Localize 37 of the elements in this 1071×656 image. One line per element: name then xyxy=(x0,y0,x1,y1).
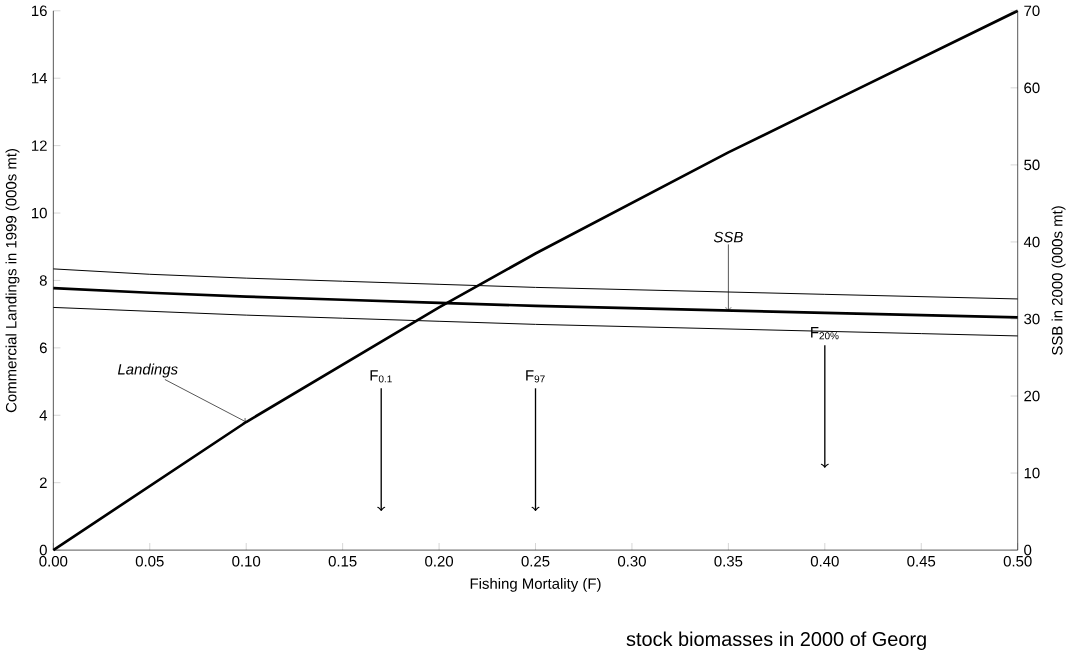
x-tick-label: 0.15 xyxy=(328,556,357,567)
y2-tick-label: 70 xyxy=(1024,5,1040,17)
y-tick-label: 2 xyxy=(39,477,47,489)
x-tick-label: 0.50 xyxy=(1003,556,1032,567)
y2-tick-label: 30 xyxy=(1024,313,1040,325)
x-tick-label: 0.10 xyxy=(232,556,261,567)
annotation: F$_{97}$ xyxy=(526,370,545,383)
x-tick-label: 0.05 xyxy=(135,556,164,567)
y2-tick-label: 10 xyxy=(1024,467,1040,479)
y2-tick-label: 60 xyxy=(1024,82,1040,94)
x-tick-label: 0.20 xyxy=(425,556,454,567)
y2-axis-title: SSB in 2000 (000s mt) xyxy=(1051,206,1066,356)
annotation: F$_{0.1}$ xyxy=(370,370,392,383)
text: stock biomasses in 2000 of Georg xyxy=(626,631,926,651)
y-tick-label: 6 xyxy=(39,342,47,354)
y2-tick-label: 50 xyxy=(1024,159,1040,171)
y2-tick-label: 40 xyxy=(1023,236,1040,248)
x-axis-title: Fishing Mortality (F) xyxy=(470,578,601,593)
text: Landings xyxy=(117,363,178,378)
x-tick-label: 0.35 xyxy=(714,556,743,567)
x-tick-label: 0.30 xyxy=(617,556,646,567)
y-tick-label: 16 xyxy=(32,5,47,17)
text: SSB xyxy=(713,232,743,243)
y2-tick-label: 0 xyxy=(1024,545,1032,556)
y-tick-label: 0 xyxy=(39,545,47,556)
x-tick-label: 0.00 xyxy=(39,556,68,567)
y-axis-title: Commercial Landings in 1999 (000s mt) xyxy=(5,149,20,413)
y-tick-label: 8 xyxy=(39,275,47,286)
y-tick-label: 12 xyxy=(32,140,47,152)
y-tick-label: 10 xyxy=(32,207,47,219)
y-tick-label: 4 xyxy=(39,410,48,421)
y-tick-label: 14 xyxy=(32,73,48,84)
annotation: F$_{20%}$ xyxy=(811,327,839,340)
x-tick-label: 0.25 xyxy=(521,556,550,567)
x-tick-label: 0.45 xyxy=(907,556,936,567)
x-tick-label: 0.40 xyxy=(810,556,839,567)
y2-tick-label: 20 xyxy=(1024,390,1040,402)
